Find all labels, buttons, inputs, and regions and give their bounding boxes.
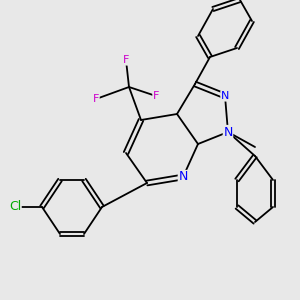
Text: F: F — [123, 55, 129, 65]
Text: F: F — [153, 91, 159, 101]
Text: N: N — [221, 91, 229, 101]
Text: Cl: Cl — [9, 200, 21, 214]
Text: F: F — [93, 94, 99, 104]
Text: N: N — [223, 125, 233, 139]
Text: N: N — [178, 170, 188, 184]
